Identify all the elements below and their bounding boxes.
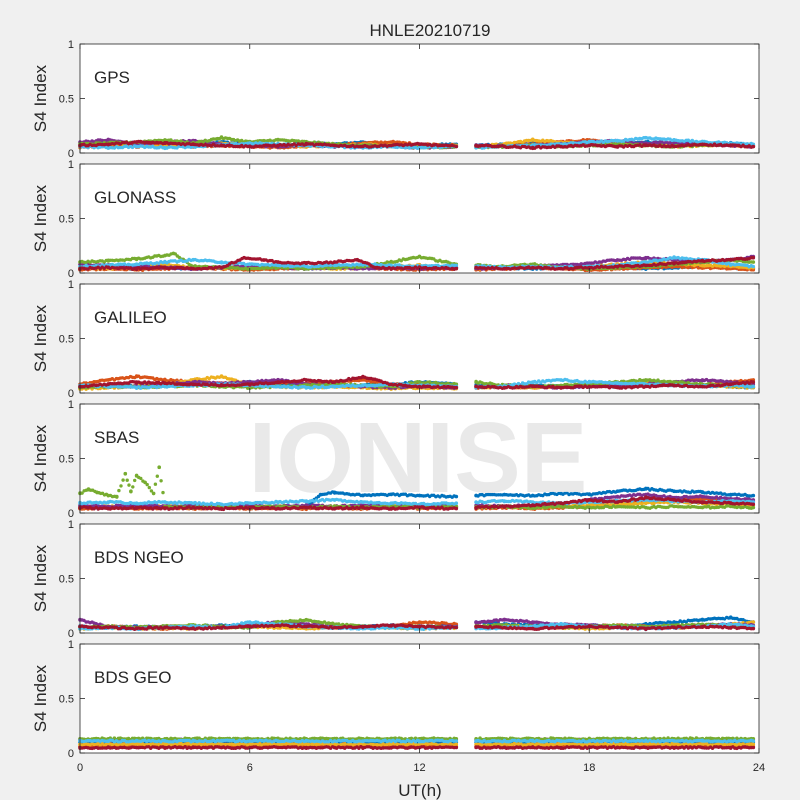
data-point [700, 259, 705, 263]
data-point [474, 143, 478, 148]
data-point [332, 260, 337, 264]
data-point [700, 142, 705, 147]
data-point [134, 144, 139, 149]
axes-face [80, 284, 759, 393]
data-point [751, 255, 756, 260]
y-axis-label: S4 Index [31, 184, 50, 252]
data-point [276, 263, 280, 268]
y-tick-label: 0.5 [59, 94, 74, 106]
y-tick-label: 1 [68, 39, 74, 51]
data-point [530, 145, 535, 150]
data-point [700, 263, 705, 268]
data-point [106, 259, 111, 263]
data-point [355, 258, 360, 262]
data-point [417, 142, 422, 147]
data-point [191, 266, 195, 271]
data-point [304, 264, 309, 269]
panel-label: GPS [94, 68, 130, 87]
data-point [219, 260, 224, 264]
data-point [728, 143, 733, 148]
data-point [248, 144, 252, 149]
data-point [559, 144, 563, 149]
data-point [134, 266, 139, 271]
data-point [751, 260, 756, 264]
panel-label: GLONASS [94, 188, 176, 207]
data-point [615, 264, 620, 269]
data-point [163, 145, 167, 150]
data-point [191, 142, 195, 147]
data-point [242, 255, 246, 260]
data-point [644, 263, 648, 268]
data-point [134, 257, 139, 261]
data-point [171, 251, 176, 256]
data-point [106, 142, 111, 147]
data-point [219, 143, 224, 148]
data-point [304, 261, 309, 266]
data-point [454, 266, 459, 271]
data-point [530, 138, 535, 142]
data-point [502, 266, 507, 271]
figure-title: HNLE20210719 [370, 21, 491, 40]
data-point [375, 265, 379, 270]
data-point [276, 260, 280, 264]
data-point [751, 144, 756, 149]
y-tick-label: 0.5 [59, 214, 74, 226]
data-point [276, 138, 280, 142]
data-point [163, 265, 167, 270]
data-point [644, 255, 648, 260]
data-point [672, 138, 676, 142]
data-point [106, 265, 111, 270]
data-point [474, 265, 478, 270]
data-point [276, 143, 280, 148]
data-point [248, 262, 252, 267]
data-point [615, 139, 620, 143]
data-point [751, 264, 756, 269]
data-point [219, 135, 224, 140]
data-point [134, 262, 139, 267]
data-point [559, 266, 563, 271]
data-point [728, 262, 733, 267]
data-point [219, 265, 224, 270]
data-point [454, 144, 459, 149]
data-point [389, 260, 394, 264]
data-point [672, 255, 676, 260]
data-point [389, 266, 394, 271]
data-point [530, 265, 535, 270]
data-point [615, 144, 620, 149]
data-point [361, 144, 365, 149]
data-point [163, 253, 167, 258]
y-axis-label: S4 Index [31, 64, 50, 132]
data-point [644, 143, 648, 148]
data-point [644, 135, 648, 140]
data-point [163, 260, 167, 264]
data-point [615, 258, 620, 262]
series-group [78, 135, 756, 151]
data-point [417, 254, 422, 259]
data-point [728, 258, 733, 262]
axes-face [80, 44, 759, 153]
data-point [163, 141, 167, 145]
data-point [304, 142, 309, 147]
data-point [454, 263, 459, 268]
data-point [389, 143, 394, 148]
data-point [672, 144, 676, 149]
data-point [672, 261, 676, 266]
data-point [644, 260, 648, 264]
data-point [502, 144, 507, 149]
data-point [134, 140, 139, 144]
data-point [262, 258, 266, 262]
data-point [191, 258, 195, 262]
data-point [587, 261, 592, 266]
data-point [332, 143, 337, 148]
data-point [587, 143, 592, 148]
y-tick-label: 1 [68, 159, 74, 171]
